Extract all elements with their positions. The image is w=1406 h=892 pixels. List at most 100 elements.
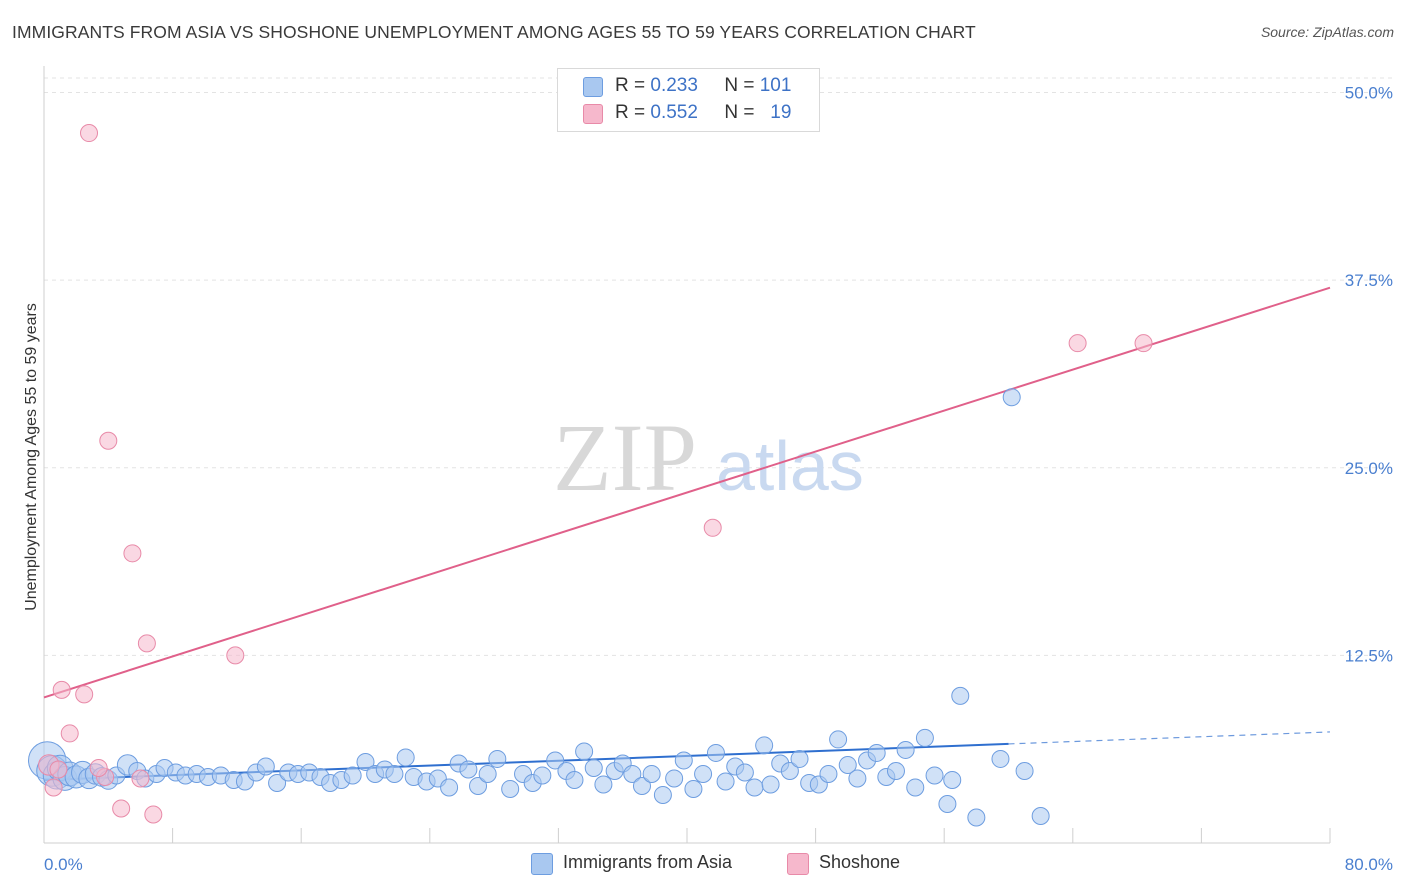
bottom-legend-label-shoshone: Shoshone [819, 852, 901, 872]
data-point-asia [938, 794, 957, 813]
legend-shoshone-r-label: R = [615, 102, 646, 123]
data-point-asia [1002, 388, 1021, 407]
data-point-asia [790, 749, 809, 768]
data-point-asia [469, 776, 488, 795]
watermark-atlas: atlas [716, 427, 864, 505]
data-point-asia [745, 778, 764, 797]
data-point-shoshone [60, 724, 79, 743]
data-point-asia [575, 742, 594, 761]
series-shoshone [38, 124, 1153, 824]
data-point-shoshone [112, 799, 131, 818]
chart-title: IMMIGRANTS FROM ASIA VS SHOSHONE UNEMPLO… [12, 22, 976, 42]
data-point-asia [925, 766, 944, 785]
axes [43, 66, 1331, 844]
y-tick-label: 37.5% [1345, 271, 1393, 290]
legend-asia-n-value: 101 [759, 75, 792, 96]
bottom-legend-swatch-asia [531, 853, 553, 875]
data-point-asia [501, 779, 520, 798]
data-point-asia [1031, 806, 1050, 825]
y-tick-label: 50.0% [1345, 84, 1393, 103]
data-point-asia [780, 761, 799, 780]
data-point-asia [385, 764, 404, 783]
watermark-zip: ZIP [553, 404, 697, 511]
data-point-asia [343, 766, 362, 785]
data-point-asia [684, 779, 703, 798]
data-point-asia [991, 749, 1010, 768]
legend-shoshone-n-value: 19 [770, 102, 792, 123]
data-point-asia [886, 761, 905, 780]
grid-lines [44, 77, 1392, 656]
data-point-asia [706, 743, 725, 762]
data-point-shoshone [1068, 334, 1087, 353]
data-point-asia [906, 778, 925, 797]
y-tick-label: 25.0% [1345, 459, 1393, 478]
legend: R = 0.233 N = 101 R = 0.552 N = 19 [557, 68, 820, 132]
legend-asia-r-value: 0.233 [650, 75, 698, 96]
data-point-asia [256, 757, 275, 776]
data-point-asia [665, 769, 684, 788]
data-point-asia [967, 808, 986, 827]
trend-lines [43, 286, 1331, 781]
data-point-shoshone [137, 634, 156, 653]
watermark: ZIP atlas [553, 404, 864, 511]
data-point-asia [533, 766, 552, 785]
data-point-asia [1015, 761, 1034, 780]
data-point-asia [396, 748, 415, 767]
legend-asia-n-label: N = [724, 75, 755, 96]
data-point-asia [896, 740, 915, 759]
data-point-asia [735, 763, 754, 782]
data-point-asia [584, 758, 603, 777]
data-point-shoshone [44, 778, 63, 797]
bottom-legend: Immigrants from Asia Shoshone [0, 851, 1406, 879]
chart-source: Source: ZipAtlas.com [1260, 24, 1394, 40]
trend-line-asia-extension [1008, 731, 1331, 745]
legend-text-shoshone: R = 0.552 N = 19 [615, 102, 791, 124]
legend-text-asia: R = 0.233 N = 101 [615, 75, 791, 97]
data-point-asia [459, 760, 478, 779]
data-point-asia [565, 770, 584, 789]
legend-asia-r-label: R = [615, 75, 646, 96]
data-point-asia [642, 764, 661, 783]
data-point-shoshone [131, 769, 150, 788]
data-point-shoshone [123, 544, 142, 563]
bottom-legend-label-asia: Immigrants from Asia [563, 852, 733, 872]
data-point-asia [838, 755, 857, 774]
data-point-shoshone [703, 518, 722, 537]
data-point-asia [546, 751, 565, 770]
data-point-shoshone [75, 685, 94, 704]
y-axis-label: Unemployment Among Ages 55 to 59 years [23, 303, 40, 611]
y-tick-label: 12.5% [1345, 646, 1393, 665]
data-point-asia [716, 772, 735, 791]
data-point-asia [915, 728, 934, 747]
x-tick-label: 80.0% [1345, 855, 1393, 874]
trend-line-shoshone [43, 286, 1331, 699]
data-point-asia [632, 776, 651, 795]
data-point-shoshone [226, 646, 245, 665]
data-point-asia [488, 749, 507, 768]
data-point-asia [694, 764, 713, 783]
data-point-asia [819, 764, 838, 783]
data-point-asia [653, 785, 672, 804]
data-point-asia [594, 775, 613, 794]
data-point-asia [268, 773, 287, 792]
data-point-shoshone [144, 805, 163, 824]
data-point-shoshone [1134, 334, 1153, 353]
data-point-asia [867, 743, 886, 762]
data-point-asia [755, 736, 774, 755]
data-point-shoshone [89, 758, 108, 777]
data-point-asia [440, 778, 459, 797]
legend-swatch-shoshone [583, 104, 603, 124]
tick-labels: 12.5% 25.0% 37.5% 50.0% 0.0% 80.0% [44, 84, 1393, 874]
data-point-shoshone [80, 124, 99, 143]
data-point-shoshone [52, 680, 71, 699]
data-point-asia [943, 770, 962, 789]
data-point-asia [623, 764, 642, 783]
data-point-asia [761, 775, 780, 794]
data-point-shoshone [99, 431, 118, 450]
data-point-asia [674, 751, 693, 770]
data-point-shoshone [49, 760, 68, 779]
x-tick-label: 0.0% [44, 855, 83, 874]
data-point-asia [356, 752, 375, 771]
bottom-legend-swatch-shoshone [787, 853, 809, 875]
